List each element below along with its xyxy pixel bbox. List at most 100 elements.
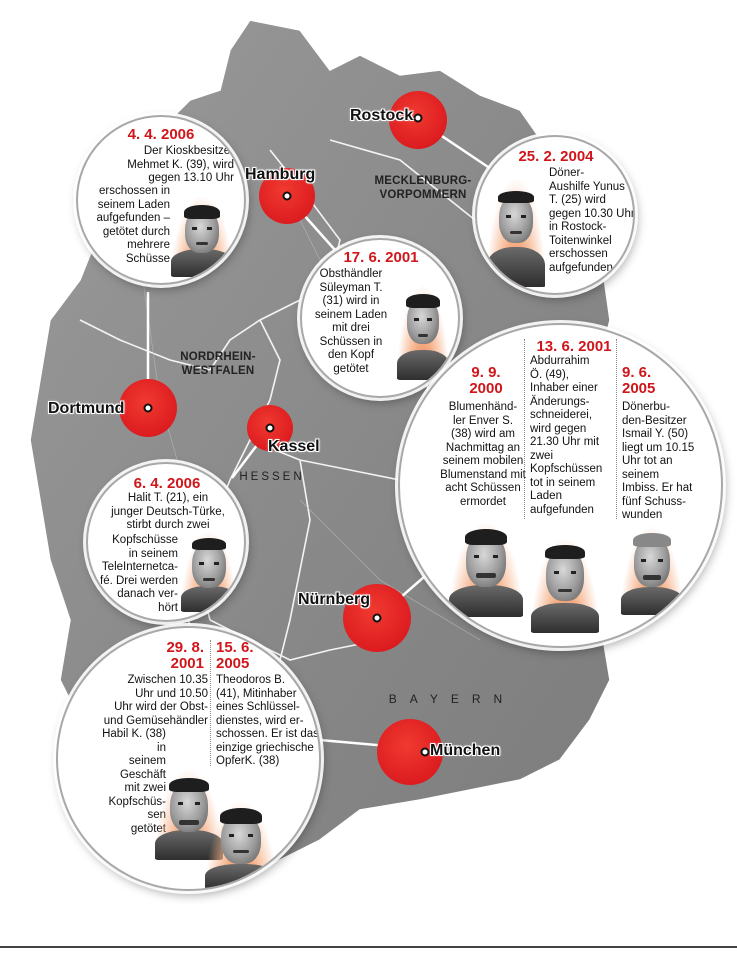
- case-date-nuernberg-3: 9. 6. 2005: [618, 365, 682, 397]
- case-line: Blumenstand mit: [440, 468, 526, 481]
- case-circle-hamburg: 17. 6. 2001 Obsthändler Süleyman T. (31)…: [300, 238, 460, 398]
- victim-photo-nuernberg-3: [620, 525, 684, 615]
- city-label-kassel: Kassel: [268, 438, 320, 455]
- case-line: Laden: [530, 490, 562, 502]
- case-line: Schüssen in: [319, 335, 383, 348]
- case-line: wunden: [622, 509, 663, 521]
- case-circle-dortmund: 4. 4. 2006 Der Kioskbesitzer Mehmet K. (…: [76, 115, 246, 285]
- case-line: Toitenwinkel: [549, 234, 612, 247]
- case-line: Ö. (49),: [530, 368, 569, 381]
- bottom-rule: [0, 946, 737, 948]
- case-line: mehrere: [127, 239, 170, 251]
- case-line: OpferK. (38): [216, 755, 280, 767]
- region-mecklenburg: MECKLENBURG- VORPOMMERN: [368, 174, 478, 202]
- case-line: fünf Schuss-: [622, 495, 686, 508]
- case-date-rostock: 25. 2. 2004: [518, 148, 594, 165]
- case-line: TeleInternetca-: [101, 561, 178, 573]
- case-line: den-Besitzer: [622, 414, 687, 427]
- case-circle-kassel: 6. 4. 2006 Halit T. (21), ein junger Deu…: [86, 462, 246, 622]
- case-line: T. (25) wird: [549, 194, 606, 206]
- victim-photo-nuernberg-1: [448, 521, 524, 617]
- region-nrw: NORDRHEIN- WESTFALEN: [168, 350, 268, 378]
- case-date-line: 9. 6.: [622, 364, 652, 381]
- region-nrw-line1: NORDRHEIN-: [180, 351, 256, 363]
- case-line: Obsthändler: [319, 268, 383, 280]
- case-line: schossen. Er ist das: [216, 728, 319, 740]
- case-line: Döner-: [549, 167, 585, 179]
- case-text-nuernberg-2: Abdurrahim Ö. (49), Inhaber einer Änderu…: [530, 355, 622, 517]
- case-date-hamburg: 17. 6. 2001: [343, 249, 419, 266]
- case-line: Inhaber einer: [530, 382, 598, 394]
- case-circle-muenchen: 29. 8. 2001 Zwischen 10.35 Uhr und 10.50…: [56, 626, 321, 891]
- city-label-dortmund: Dortmund: [48, 400, 125, 417]
- case-line: Aushilfe Yunus: [549, 180, 625, 193]
- case-line: gegen 13.10 Uhr: [148, 172, 234, 184]
- case-line: getötet: [333, 362, 369, 375]
- case-line: hört: [158, 601, 178, 614]
- case-text-dortmund: Der Kioskbesitzer Mehmet K. (39), wird g…: [88, 145, 238, 186]
- case-line: Kopfschüssen: [530, 463, 603, 475]
- case-line: Mehmet K. (39), wird: [127, 158, 234, 171]
- case-text-rostock: Döner- Aushilfe Yunus T. (25) wird gegen…: [549, 167, 633, 275]
- case-line: Abdurrahim: [530, 355, 590, 367]
- case-line: ermordet: [459, 495, 507, 508]
- case-line: aufgefunden –: [96, 212, 170, 224]
- column-divider: [210, 640, 211, 766]
- case-line: Theodoros B.: [216, 674, 286, 686]
- case-line: den Kopf: [327, 349, 375, 361]
- case-line: Der Kioskbesitzer: [143, 145, 234, 157]
- case-line: Dönerbu-: [622, 401, 670, 413]
- case-text-nuernberg-3: Dönerbu- den-Besitzer Ismail Y. (50) lie…: [622, 401, 714, 523]
- victim-photo-nuernberg-2: [530, 537, 600, 633]
- case-line: ler Enver S.: [452, 414, 514, 427]
- case-line: Schüsse: [125, 252, 170, 265]
- case-line: seinem Laden: [314, 308, 388, 321]
- case-line: schneiderei,: [530, 409, 593, 421]
- column-divider: [524, 339, 525, 519]
- case-line: Süleyman T.: [319, 281, 383, 294]
- case-line: Kopfschüsse: [112, 534, 178, 546]
- case-text-muenchen-2: Theodoros B. (41), Mitinhaber eines Schl…: [216, 674, 319, 769]
- case-date-line: 15. 6.: [216, 639, 254, 656]
- case-date-muenchen-2: 15. 6. 2005: [216, 640, 276, 672]
- case-circle-rostock: 25. 2. 2004 Döner- Aushilfe Yunus T. (25…: [475, 135, 635, 295]
- case-date-line: 2001: [170, 655, 204, 672]
- case-line: acht Schüssen: [445, 482, 521, 494]
- case-date-line: 2000: [469, 380, 503, 397]
- case-line: mit drei: [332, 322, 370, 334]
- case-line: fé. Drei werden: [100, 574, 178, 587]
- victim-photo-rostock: [485, 177, 547, 287]
- case-date-kassel: 6. 4. 2006: [133, 475, 201, 492]
- victim-photo-dortmund: [170, 195, 234, 277]
- case-line: aufgefunden: [549, 261, 613, 274]
- case-line: dienstes, wird er-: [216, 714, 304, 727]
- muenchen-marker: [377, 719, 443, 785]
- case-line: 21.30 Uhr mit: [530, 436, 600, 448]
- city-dots: [143, 113, 430, 757]
- case-line: Blumenhänd-: [448, 401, 518, 413]
- case-line: tot in seinem: [530, 476, 596, 489]
- case-line: (41), Mitinhaber: [216, 687, 297, 700]
- case-text-kassel: Halit T. (21), ein junger Deutsch-Türke,…: [98, 492, 238, 533]
- victim-photo-muenchen-2: [204, 800, 278, 889]
- case-line: Kopfschüs-: [108, 795, 166, 808]
- case-circle-nuernberg: 9. 9. 2000 Blumenhänd- ler Enver S. (38)…: [398, 323, 723, 648]
- case-date-nuernberg-2: 13. 6. 2001: [536, 338, 612, 355]
- city-label-rostock: Rostock: [350, 107, 414, 124]
- case-date-nuernberg-1: 9. 9. 2000: [442, 365, 530, 397]
- case-line: (38) wird am: [451, 428, 515, 440]
- column-divider: [616, 339, 617, 519]
- case-line: Ismail Y. (50): [622, 428, 689, 440]
- case-line: in seinem: [128, 547, 178, 560]
- case-line: liegt um 10.15: [622, 441, 695, 454]
- case-line: Nachmittag an: [445, 441, 521, 454]
- city-label-hamburg: Hamburg: [245, 166, 316, 183]
- case-line: getötet durch: [102, 225, 170, 238]
- case-text-kassel-2: Kopfschüsse in seinem TeleInternetca- fé…: [96, 534, 178, 615]
- case-line: in Rostock-: [549, 221, 607, 233]
- case-line: einzige griechische: [216, 741, 314, 754]
- case-line: seinem mobilen: [442, 455, 524, 467]
- region-nrw-line2: WESTFALEN: [181, 365, 255, 377]
- case-date-line: 9. 9.: [471, 364, 501, 381]
- case-line: stirbt durch zwei: [126, 519, 210, 531]
